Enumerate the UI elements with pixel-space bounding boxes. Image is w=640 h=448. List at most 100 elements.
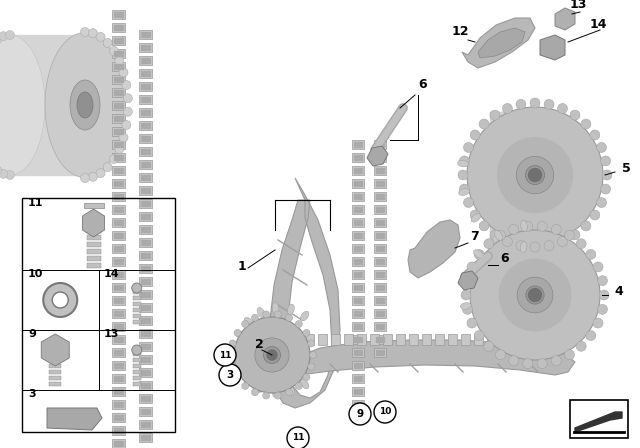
Ellipse shape xyxy=(81,173,90,182)
Polygon shape xyxy=(374,283,386,292)
Polygon shape xyxy=(354,233,362,238)
Polygon shape xyxy=(138,277,152,286)
Polygon shape xyxy=(111,88,125,97)
Polygon shape xyxy=(138,264,152,273)
Ellipse shape xyxy=(463,198,474,207)
Ellipse shape xyxy=(242,383,249,389)
Ellipse shape xyxy=(0,35,45,175)
Ellipse shape xyxy=(81,27,90,36)
Polygon shape xyxy=(132,314,141,318)
Polygon shape xyxy=(354,298,362,303)
Polygon shape xyxy=(141,292,150,297)
Polygon shape xyxy=(132,302,141,306)
Polygon shape xyxy=(331,335,340,345)
Polygon shape xyxy=(374,205,386,214)
Ellipse shape xyxy=(576,341,586,351)
Polygon shape xyxy=(352,179,364,188)
Polygon shape xyxy=(49,364,61,368)
Polygon shape xyxy=(138,173,152,182)
Polygon shape xyxy=(138,199,152,208)
Polygon shape xyxy=(141,396,150,401)
Polygon shape xyxy=(352,400,364,409)
Ellipse shape xyxy=(227,352,234,358)
Polygon shape xyxy=(374,218,386,227)
Polygon shape xyxy=(111,283,125,292)
Ellipse shape xyxy=(530,98,540,108)
Polygon shape xyxy=(354,155,362,160)
Polygon shape xyxy=(141,71,150,76)
Polygon shape xyxy=(526,335,535,345)
Polygon shape xyxy=(354,207,362,212)
Polygon shape xyxy=(352,244,364,253)
Ellipse shape xyxy=(479,119,489,129)
Ellipse shape xyxy=(586,331,596,340)
Text: 1: 1 xyxy=(238,260,247,273)
Polygon shape xyxy=(374,153,386,162)
Polygon shape xyxy=(376,194,384,199)
Polygon shape xyxy=(138,251,152,260)
Ellipse shape xyxy=(77,92,93,118)
Ellipse shape xyxy=(234,374,241,381)
Ellipse shape xyxy=(499,235,521,355)
Polygon shape xyxy=(111,439,125,448)
Polygon shape xyxy=(354,259,362,264)
Polygon shape xyxy=(141,201,150,206)
Polygon shape xyxy=(141,344,150,349)
Polygon shape xyxy=(352,335,364,344)
Ellipse shape xyxy=(490,230,500,240)
Polygon shape xyxy=(111,218,125,227)
Polygon shape xyxy=(111,231,125,240)
Polygon shape xyxy=(132,296,141,300)
Ellipse shape xyxy=(493,232,501,242)
Polygon shape xyxy=(352,322,364,331)
Polygon shape xyxy=(354,337,362,342)
Polygon shape xyxy=(111,387,125,396)
Ellipse shape xyxy=(521,220,527,231)
Ellipse shape xyxy=(598,304,607,314)
Text: 3: 3 xyxy=(227,370,234,380)
Polygon shape xyxy=(113,298,122,303)
Polygon shape xyxy=(354,402,362,407)
Polygon shape xyxy=(83,209,104,237)
Polygon shape xyxy=(138,108,152,117)
Polygon shape xyxy=(461,335,470,345)
Ellipse shape xyxy=(495,350,506,360)
Circle shape xyxy=(214,344,236,366)
Polygon shape xyxy=(396,335,405,345)
Polygon shape xyxy=(458,271,478,290)
Polygon shape xyxy=(138,43,152,52)
Polygon shape xyxy=(141,136,150,141)
Polygon shape xyxy=(141,240,150,245)
Ellipse shape xyxy=(564,350,575,360)
Polygon shape xyxy=(113,259,122,264)
Polygon shape xyxy=(132,358,141,362)
Polygon shape xyxy=(138,303,152,312)
Polygon shape xyxy=(113,402,122,407)
Ellipse shape xyxy=(495,230,506,240)
Polygon shape xyxy=(86,228,100,233)
Polygon shape xyxy=(111,23,125,32)
Ellipse shape xyxy=(471,214,481,222)
Ellipse shape xyxy=(124,107,132,116)
Polygon shape xyxy=(111,322,125,331)
Polygon shape xyxy=(354,363,362,368)
Polygon shape xyxy=(113,207,122,212)
Polygon shape xyxy=(370,335,379,345)
Polygon shape xyxy=(376,220,384,225)
Text: 2: 2 xyxy=(255,338,264,351)
Ellipse shape xyxy=(599,290,609,300)
Polygon shape xyxy=(141,97,150,102)
Polygon shape xyxy=(132,290,141,294)
Polygon shape xyxy=(113,90,122,95)
Polygon shape xyxy=(374,140,386,149)
Ellipse shape xyxy=(564,230,575,240)
Polygon shape xyxy=(132,308,141,312)
Polygon shape xyxy=(374,322,386,331)
Polygon shape xyxy=(352,205,364,214)
Polygon shape xyxy=(383,335,392,345)
Polygon shape xyxy=(132,376,141,380)
Ellipse shape xyxy=(516,156,554,194)
Ellipse shape xyxy=(242,320,249,327)
Polygon shape xyxy=(141,188,150,193)
Ellipse shape xyxy=(96,168,105,177)
